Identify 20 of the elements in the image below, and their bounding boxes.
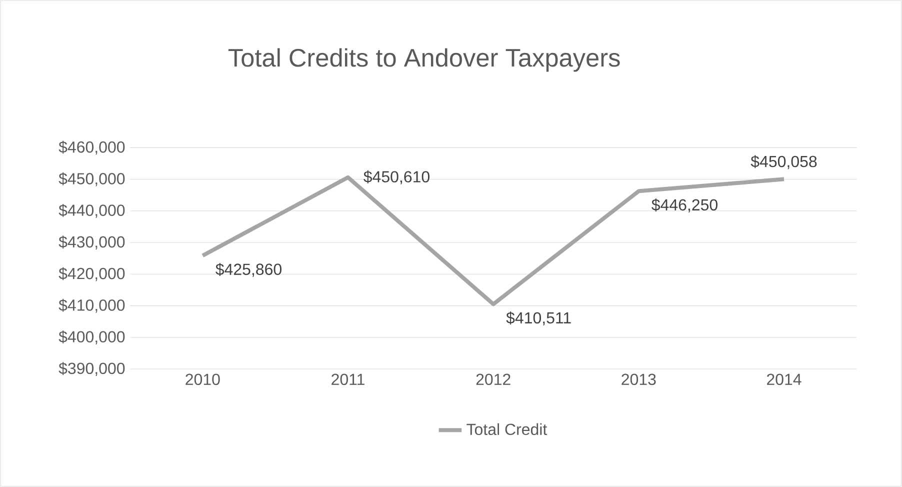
y-tick-label: $400,000 <box>58 330 125 344</box>
data-label: $446,250 <box>652 198 718 212</box>
data-label: $425,860 <box>216 263 282 277</box>
x-tick-label: 2010 <box>186 374 220 386</box>
data-label: $410,511 <box>506 312 571 326</box>
y-tick-label: $460,000 <box>58 140 125 155</box>
x-tick-label: 2011 <box>332 374 364 386</box>
y-tick-label: $440,000 <box>58 204 125 218</box>
data-label: $450,610 <box>364 170 430 184</box>
y-tick-label: $420,000 <box>58 267 125 282</box>
y-tick-label: $410,000 <box>58 298 125 313</box>
chart-title: Total Credits to Andover Taxpayers <box>228 48 620 72</box>
x-tick-label: 2013 <box>622 374 656 386</box>
legend-label: Total Credit <box>466 423 548 436</box>
y-tick-label: $430,000 <box>58 236 125 250</box>
y-tick-label: $450,000 <box>58 172 125 186</box>
y-tick-label: $390,000 <box>58 362 125 376</box>
data-label: $450,058 <box>750 155 817 170</box>
x-tick-label: 2014 <box>767 374 802 386</box>
x-tick-label: 2012 <box>476 374 510 386</box>
